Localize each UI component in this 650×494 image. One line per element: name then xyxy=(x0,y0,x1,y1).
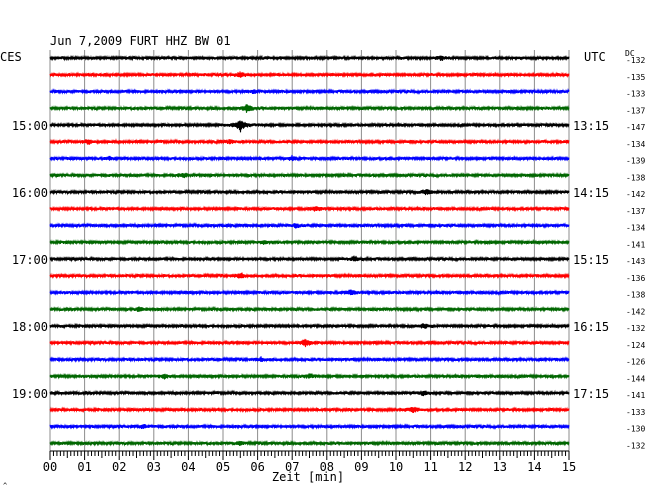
seismic-trace-row-22 xyxy=(49,423,570,431)
seismic-trace-row-4 xyxy=(49,120,570,133)
x-tick-label-05: 05 xyxy=(216,460,230,474)
seismic-trace-row-15 xyxy=(49,305,570,313)
x-tick-label-07: 07 xyxy=(285,460,299,474)
right-hour-label-20: 17:15 xyxy=(573,387,609,401)
seismic-trace-row-18 xyxy=(49,355,570,364)
x-tick-label-13: 13 xyxy=(493,460,507,474)
seismic-trace-row-17 xyxy=(49,338,570,348)
seismic-trace-row-9 xyxy=(49,205,570,213)
right-hour-label-4: 13:15 xyxy=(573,119,609,133)
left-hour-label-12: 17:00 xyxy=(12,253,48,267)
seismic-trace-row-1 xyxy=(49,71,570,79)
dc-offset-label-7: -138 xyxy=(626,173,645,182)
seismic-trace-row-19 xyxy=(49,372,570,380)
dc-offset-label-1: -135 xyxy=(626,73,645,82)
x-axis-label: Zeit [min] xyxy=(272,470,344,484)
dc-offset-label-16: -132 xyxy=(626,324,645,333)
seismic-trace-row-0 xyxy=(49,54,570,62)
seismic-trace-row-14 xyxy=(49,289,570,296)
dc-offset-label-19: -144 xyxy=(626,374,645,383)
dc-offset-label-3: -137 xyxy=(626,106,645,115)
grid-layer xyxy=(49,50,570,451)
dc-offset-label-10: -134 xyxy=(626,224,645,233)
left-hour-label-16: 18:00 xyxy=(12,320,48,334)
axis-layer: -132 -135 -133 -137 -147 -134 -139 -138 -142 -137… xyxy=(12,56,646,474)
seismic-trace-row-20 xyxy=(49,389,570,397)
seismic-trace-row-7 xyxy=(49,171,570,179)
seismic-trace-row-5 xyxy=(49,138,570,146)
dc-offset-label-20: -141 xyxy=(626,391,645,400)
dc-offset-label-22: -130 xyxy=(626,425,645,434)
left-hour-label-20: 19:00 xyxy=(12,387,48,401)
right-timezone-label: UTC xyxy=(584,50,606,64)
seismic-trace-row-10 xyxy=(49,221,570,229)
x-tick-label-08: 08 xyxy=(320,460,334,474)
left-timezone-label: CES xyxy=(0,50,22,64)
x-tick-label-09: 09 xyxy=(354,460,368,474)
dc-offset-label-15: -142 xyxy=(626,307,645,316)
x-tick-label-06: 06 xyxy=(250,460,264,474)
dc-offset-label-8: -142 xyxy=(626,190,645,199)
dc-offset-label-21: -133 xyxy=(626,408,645,417)
dc-offset-label-18: -126 xyxy=(626,358,645,367)
right-hour-label-12: 15:15 xyxy=(573,253,609,267)
left-hour-label-8: 16:00 xyxy=(12,186,48,200)
dc-offset-label-2: -133 xyxy=(626,90,645,99)
x-tick-label-02: 02 xyxy=(112,460,126,474)
x-tick-label-12: 12 xyxy=(458,460,472,474)
seismic-trace-row-3 xyxy=(49,104,570,113)
seismic-trace-row-23 xyxy=(49,439,570,447)
x-tick-label-03: 03 xyxy=(147,460,161,474)
dc-offset-label-6: -139 xyxy=(626,157,645,166)
dc-offset-label-11: -141 xyxy=(626,240,645,249)
x-tick-label-04: 04 xyxy=(181,460,195,474)
dc-offset-label-9: -137 xyxy=(626,207,645,216)
x-tick-label-01: 01 xyxy=(77,460,91,474)
dc-offset-label-23: -132 xyxy=(626,441,645,450)
dc-offset-label-4: -147 xyxy=(626,123,645,132)
x-tick-label-10: 10 xyxy=(389,460,403,474)
dc-offset-label-14: -138 xyxy=(626,291,645,300)
right-hour-label-16: 16:15 xyxy=(573,320,609,334)
seismic-trace-row-6 xyxy=(49,154,570,162)
seismic-trace-row-2 xyxy=(49,87,570,95)
seismic-trace-row-12 xyxy=(49,255,570,263)
seismic-trace-row-16 xyxy=(49,322,570,330)
seismic-trace-row-21 xyxy=(49,406,570,414)
x-tick-label-11: 11 xyxy=(423,460,437,474)
corner-mark: ^ xyxy=(3,482,7,490)
seismic-trace-row-8 xyxy=(49,188,570,196)
seismic-trace-row-11 xyxy=(49,238,570,246)
dc-offset-label-17: -124 xyxy=(626,341,645,350)
x-tick-label-15: 15 xyxy=(562,460,576,474)
dc-offset-label-12: -143 xyxy=(626,257,645,266)
x-tick-label-00: 00 xyxy=(43,460,57,474)
dc-offset-label-13: -136 xyxy=(626,274,645,283)
trace-layer xyxy=(49,54,570,447)
seismic-trace-row-13 xyxy=(49,272,570,280)
left-hour-label-4: 15:00 xyxy=(12,119,48,133)
chart-title: Jun 7,2009 FURT HHZ BW 01 xyxy=(50,34,231,48)
dc-offset-label-0: -132 xyxy=(626,56,645,65)
right-hour-label-8: 14:15 xyxy=(573,186,609,200)
dc-header-label: DC xyxy=(625,49,635,58)
dc-offset-label-5: -134 xyxy=(626,140,645,149)
x-tick-label-14: 14 xyxy=(527,460,541,474)
